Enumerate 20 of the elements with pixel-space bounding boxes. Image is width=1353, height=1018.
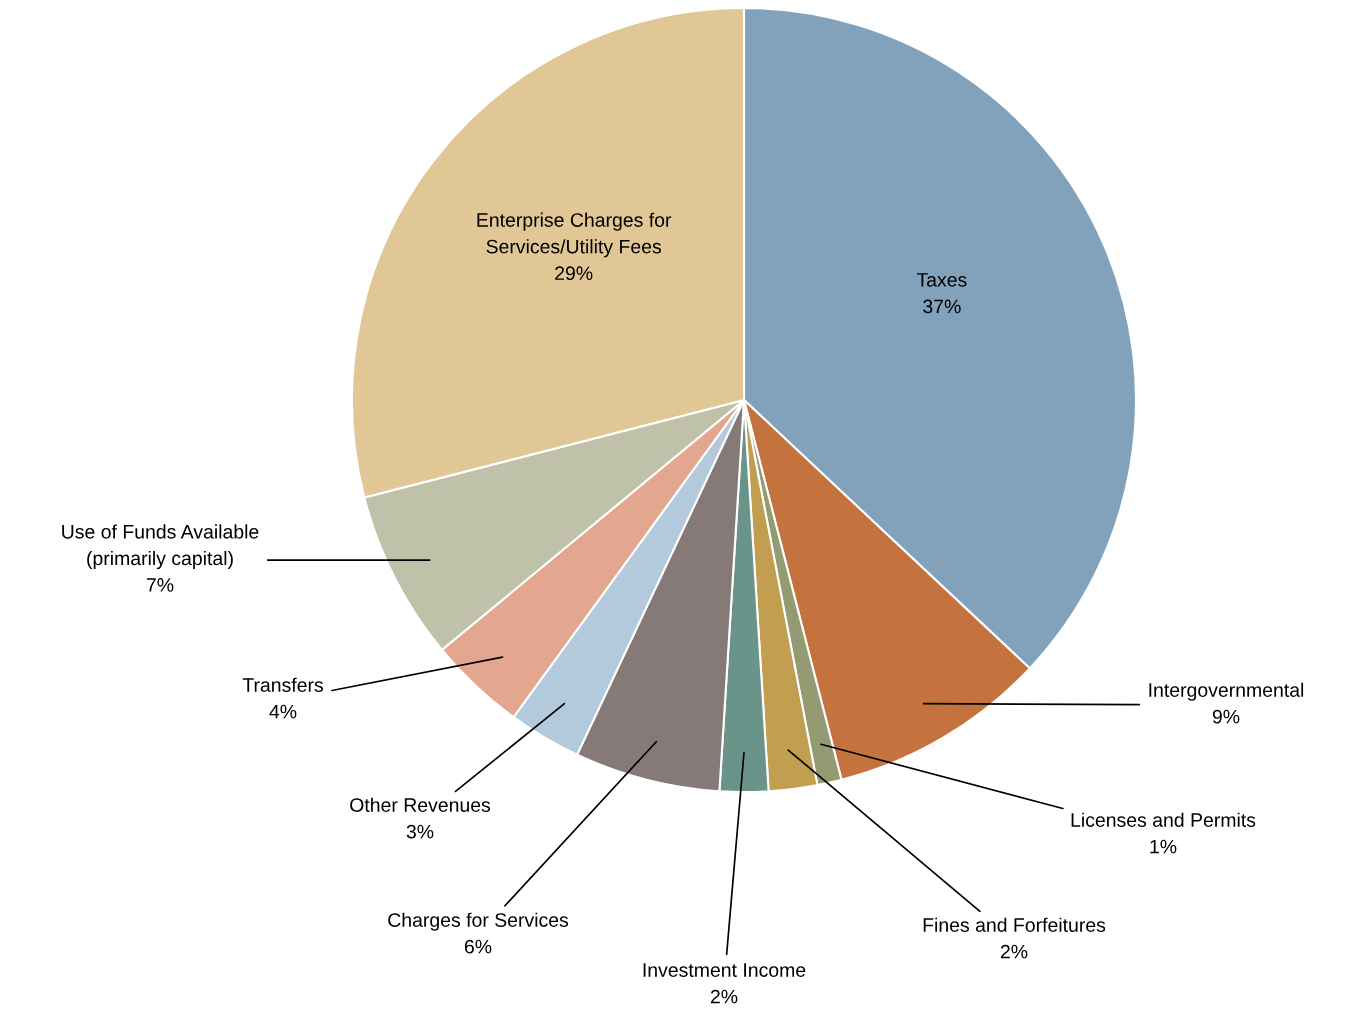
slice-label: Charges for Services — [388, 912, 569, 931]
data-label: 9% — [1212, 709, 1240, 724]
data-label: 6% — [464, 939, 492, 954]
data-label: 29% — [555, 266, 593, 281]
slice-label: Transfers — [242, 677, 323, 692]
slice-label: Use of Funds Available (primarily capital) — [62, 524, 259, 570]
slice-label: Investment Income — [643, 963, 806, 977]
slice-label: Fines and Forfeitures — [923, 917, 1106, 932]
slice-label: Licenses and Permits — [1071, 812, 1256, 827]
data-label: 3% — [406, 824, 434, 839]
slice-label: Other Revenues — [350, 797, 491, 812]
data-label: 4% — [269, 704, 297, 719]
slice-label: Intergovernmental — [1149, 682, 1304, 701]
slice-label: Taxes — [916, 273, 967, 287]
slice-label: Enterprise Charges for Services/Utility Fees — [477, 212, 672, 258]
data-label: 2% — [1000, 944, 1028, 959]
data-label: 7% — [146, 578, 174, 592]
data-label: 37% — [923, 299, 961, 314]
data-label: 2% — [710, 989, 738, 1004]
data-label: 1% — [1150, 839, 1177, 854]
